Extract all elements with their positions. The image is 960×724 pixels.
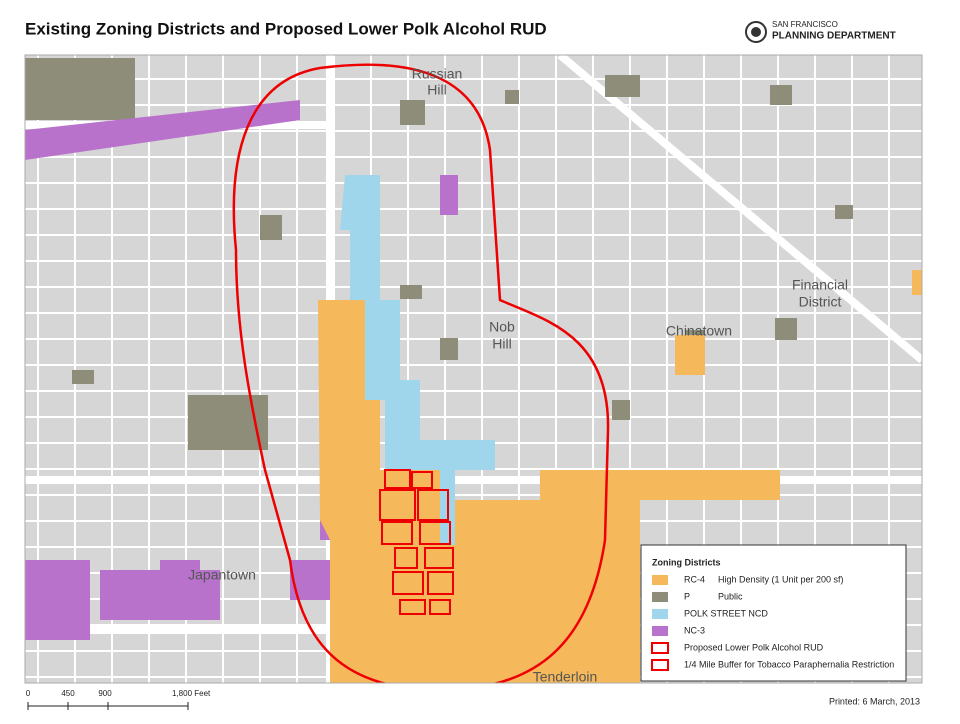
logo: SAN FRANCISCO PLANNING DEPARTMENT: [745, 20, 896, 43]
rc4-zones: [318, 270, 922, 683]
logo-top: SAN FRANCISCO: [772, 20, 838, 29]
legend-code: 1/4 Mile Buffer for Tobacco Paraphernali…: [684, 659, 894, 669]
legend: Zoning Districts RC-4 High Density (1 Un…: [640, 544, 907, 682]
nc3-zones: [25, 100, 458, 640]
label: Financial: [792, 277, 848, 293]
map-frame: [24, 54, 923, 684]
label: Japantown: [188, 567, 256, 583]
label: Russian: [412, 66, 463, 82]
neighborhood-labels: Russian Hill Nob Hill Chinatown Financia…: [188, 66, 848, 685]
legend-desc: High Density (1 Unit per 200 sf): [718, 574, 844, 584]
buffer-outline: [232, 63, 610, 683]
rud-parcels: [379, 469, 454, 615]
legend-desc: Public: [718, 591, 743, 601]
legend-code: NC-3: [684, 625, 705, 635]
label: Hill: [492, 336, 511, 352]
title: Existing Zoning Districts and Proposed L…: [25, 19, 547, 38]
label: Chinatown: [666, 323, 732, 339]
scale-label: 900: [98, 689, 112, 698]
legend-code: POLK STREET NCD: [684, 608, 768, 618]
label: Tenderloin: [533, 669, 598, 685]
scale-label: 0: [26, 689, 31, 698]
legend-code: P: [684, 591, 690, 601]
scale-label: 450: [61, 689, 75, 698]
ncd-zone: [340, 175, 495, 545]
logo-bottom: PLANNING DEPARTMENT: [772, 31, 896, 42]
label: Hill: [427, 82, 446, 98]
legend-code: Proposed Lower Polk Alcohol RUD: [684, 642, 824, 652]
label: Nob: [489, 319, 515, 335]
scale-label: 1,800 Feet: [172, 689, 211, 698]
legend-title: Zoning Districts: [652, 557, 721, 567]
legend-code: RC-4: [684, 574, 705, 584]
label: District: [799, 294, 842, 310]
printed-date: Printed: 6 March, 2013: [829, 696, 920, 706]
scale-bar: 0 450 900 1,800 Feet: [26, 689, 211, 710]
